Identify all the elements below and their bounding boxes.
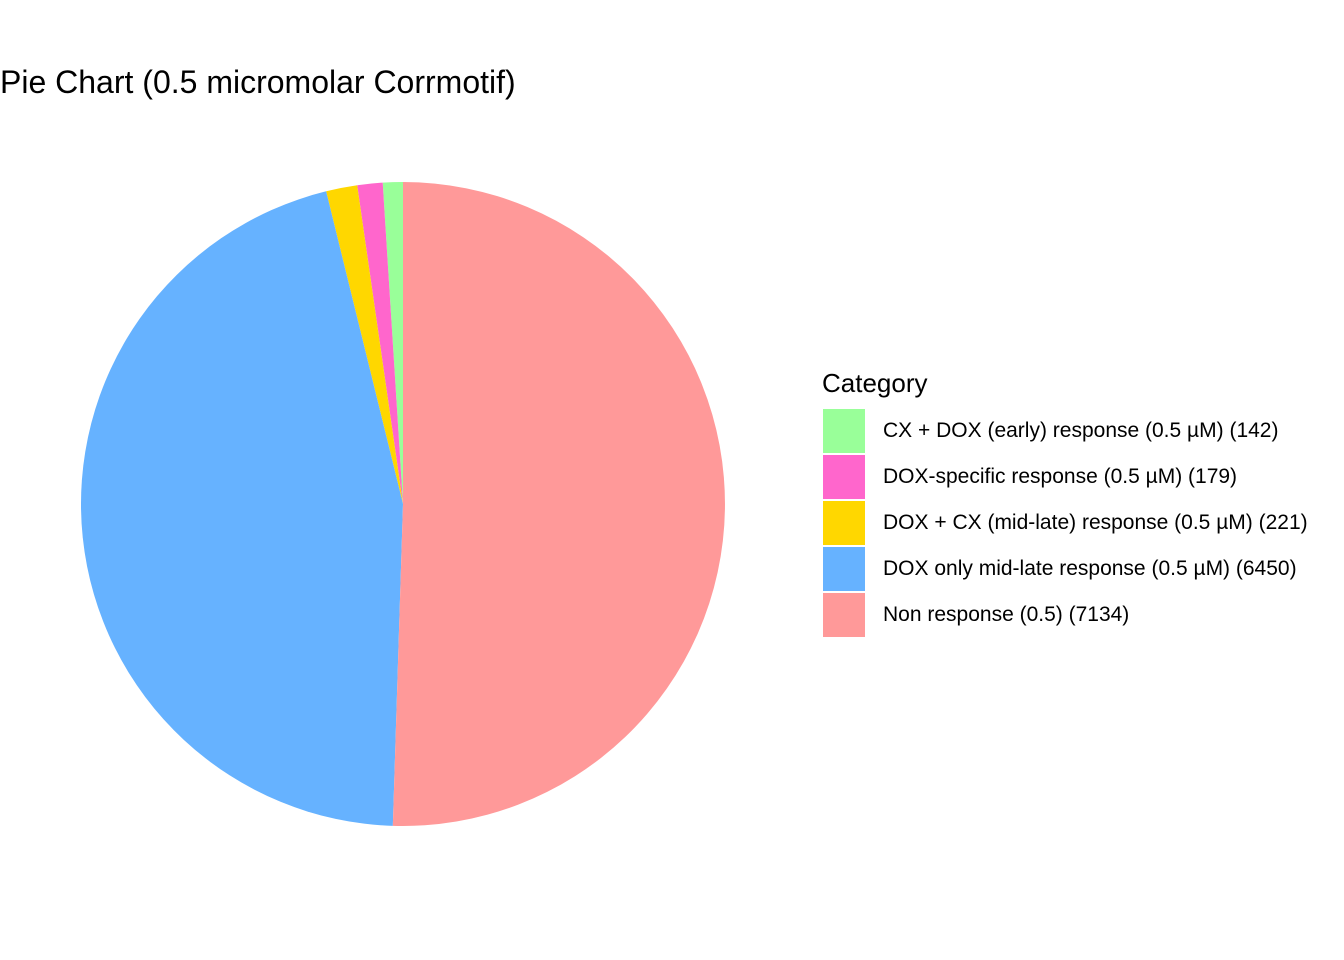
legend-key (823, 593, 865, 637)
legend-key (823, 547, 865, 591)
legend-item: CX + DOX (early) response (0.5 µM) (142) (822, 408, 1308, 454)
legend-label: Non response (0.5) (7134) (883, 603, 1130, 626)
pie-slice (357, 182, 403, 504)
legend-label: DOX-specific response (0.5 µM) (179) (883, 465, 1238, 488)
legend-label: DOX only mid-late response (0.5 µM) (645… (883, 557, 1297, 580)
legend-title: Category (822, 368, 928, 398)
legend-items: CX + DOX (early) response (0.5 µM) (142)… (822, 408, 1308, 638)
legend-item: Non response (0.5) (7134) (822, 592, 1308, 638)
legend-label: DOX + CX (mid-late) response (0.5 µM) (2… (883, 511, 1308, 534)
pie-slice (392, 182, 725, 826)
pie-slice (382, 182, 403, 504)
legend-item: DOX + CX (mid-late) response (0.5 µM) (2… (822, 500, 1308, 546)
legend: Category CX + DOX (early) response (0.5 … (822, 366, 1308, 638)
pie-slices (80, 182, 725, 826)
legend-item: DOX-specific response (0.5 µM) (179) (822, 454, 1308, 500)
legend-key (823, 501, 865, 545)
legend-item: DOX only mid-late response (0.5 µM) (645… (822, 546, 1308, 592)
legend-key (823, 455, 865, 499)
legend-label: CX + DOX (early) response (0.5 µM) (142) (883, 419, 1279, 442)
pie-slice (326, 185, 403, 504)
legend-key (823, 409, 865, 453)
chart-title: Pie Chart (0.5 micromolar Corrmotif) (0, 64, 516, 100)
pie-slice (80, 191, 404, 826)
